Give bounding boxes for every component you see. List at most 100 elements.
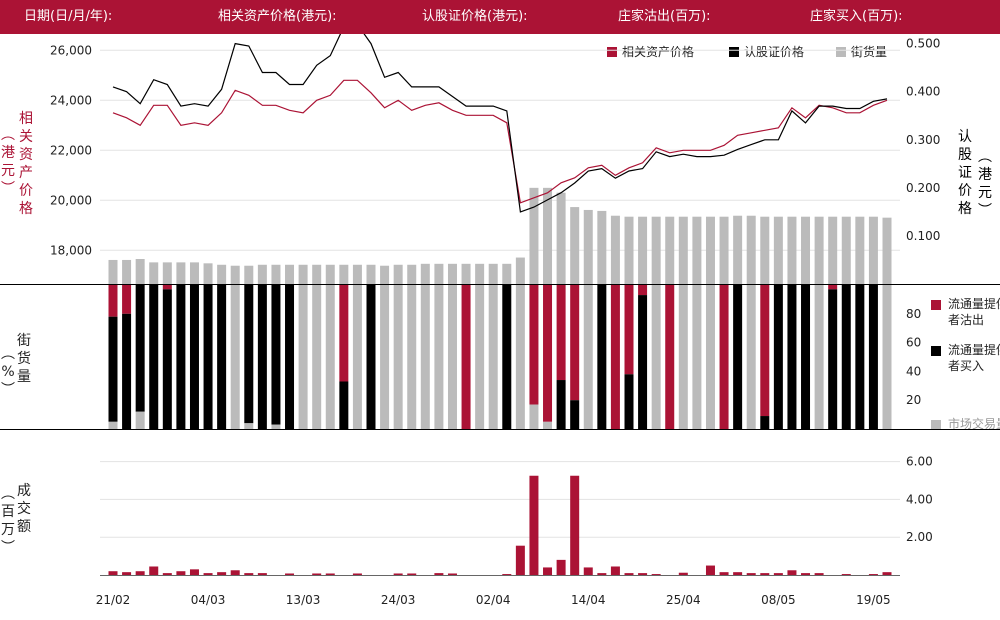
market-bar <box>488 285 498 429</box>
market-bar <box>135 411 145 429</box>
outstanding-bar <box>366 264 376 284</box>
left-tick-label: 26,000 <box>50 43 92 57</box>
x-tick-label: 21/02 <box>96 593 131 607</box>
lp-sell-bar <box>122 285 132 314</box>
lp-buy-bar <box>556 380 566 429</box>
outstanding-bar <box>841 216 851 284</box>
legend-swatch-black <box>729 47 739 57</box>
turnover-bar <box>733 572 743 575</box>
lp-buy-bar <box>624 374 634 429</box>
market-bar <box>447 285 457 429</box>
outstanding-bar <box>882 217 892 284</box>
outstanding-bar <box>217 264 227 284</box>
lp-sell-bar <box>108 285 118 317</box>
turnover-axis-unit: ︵ 百万 ︶ <box>1 486 15 556</box>
lp-sell-bar <box>339 285 349 382</box>
lp-sell-bar <box>760 285 770 417</box>
market-maker-buy-label: 庄家买入(百万): <box>810 9 903 24</box>
left-tick-label: 18,000 <box>50 243 92 257</box>
outstanding-bar <box>407 264 417 284</box>
series-line <box>112 79 888 204</box>
outstanding-bar <box>393 264 403 284</box>
turnover-bar <box>203 573 213 575</box>
outstanding-axis-title: 街货量 <box>17 333 31 385</box>
legend-warrant[interactable]: 认股证价格 <box>729 43 804 60</box>
market-bar <box>814 285 824 429</box>
outstanding-bar <box>149 262 159 284</box>
turnover-bar <box>312 573 322 575</box>
date-label: 日期(日/月/年): <box>24 9 113 24</box>
lp-buy-bar <box>502 285 512 429</box>
market-bar <box>705 285 715 429</box>
series-line <box>112 34 888 213</box>
market-bar <box>746 285 756 429</box>
lp-sell-bar <box>624 285 634 375</box>
outstanding-bar <box>773 216 783 284</box>
x-tick-label: 14/04 <box>571 593 606 607</box>
legend-outstanding[interactable]: 街货量 <box>836 43 887 60</box>
market-bar <box>380 285 390 429</box>
lp-buy-bar <box>597 285 607 429</box>
legend-warrant-label: 认股证价格 <box>744 45 805 59</box>
outstanding-bar <box>461 263 471 284</box>
lp-buy-bar <box>366 285 376 429</box>
outstanding-bar <box>420 263 430 284</box>
turnover-bar <box>217 572 227 575</box>
legend-swatch-red <box>607 47 617 57</box>
outstanding-bar <box>244 265 254 284</box>
lp-buy-bar <box>855 285 865 429</box>
outstanding-bar <box>733 215 743 284</box>
outstanding-bar <box>692 216 702 284</box>
outstanding-bar <box>298 264 308 284</box>
lp-sell-bar <box>719 285 729 429</box>
turnover-bar <box>447 573 457 575</box>
lp-buy-bar <box>868 285 878 429</box>
outstanding-bar <box>176 262 186 284</box>
lp-buy-bar <box>149 285 159 429</box>
share-tick-label: 80 <box>906 307 921 321</box>
x-tick-label: 19/05 <box>856 593 891 607</box>
outstanding-bar <box>475 263 485 284</box>
lp-buy-bar <box>733 285 743 429</box>
outstanding-bar <box>339 264 349 284</box>
outstanding-bar <box>285 264 295 284</box>
legend-underlying[interactable]: 相关资产价格 <box>607 43 694 60</box>
turnover-bar <box>108 571 118 575</box>
lp-buy-bar <box>176 285 186 429</box>
lp-sell-bar <box>665 285 675 429</box>
outstanding-bar <box>787 216 797 284</box>
market-maker-sell-label: 庄家沽出(百万): <box>618 9 711 24</box>
lp-sell-bar <box>556 285 566 381</box>
lp-sell-bar <box>638 285 648 296</box>
legend-market-label: 市场交易量 <box>948 417 1000 431</box>
turnover-bar <box>393 573 403 575</box>
outstanding-bar <box>665 216 675 284</box>
turnover-bar <box>162 573 172 575</box>
outstanding-bar <box>447 263 457 284</box>
right-tick-label: 0.400 <box>906 85 940 99</box>
market-bar <box>420 285 430 429</box>
outstanding-bar <box>868 216 878 284</box>
turnover-bar <box>543 567 553 575</box>
outstanding-bar <box>325 264 335 284</box>
lp-sell-bar <box>543 285 553 422</box>
share-tick-label: 40 <box>906 364 921 378</box>
turnover-bar <box>257 573 267 575</box>
outstanding-bar <box>312 264 322 284</box>
outstanding-bar <box>434 263 444 284</box>
lp-buy-bar <box>787 285 797 429</box>
outstanding-bar <box>271 264 281 284</box>
outstanding-bar <box>556 192 566 284</box>
lp-sell-bar <box>529 285 539 405</box>
outstanding-bar <box>760 216 770 284</box>
outstanding-bar <box>638 216 648 284</box>
outstanding-bar <box>529 187 539 284</box>
header-bar: 日期(日/月/年): 相关资产价格(港元): 认股证价格(港元): 庄家沽出(百… <box>0 0 1000 34</box>
turnover-bar <box>352 573 362 575</box>
lp-sell-bar <box>570 285 580 401</box>
share-tick-label: 20 <box>906 393 921 407</box>
outstanding-bar <box>488 263 498 284</box>
market-bar <box>583 285 593 429</box>
market-bar <box>515 285 525 429</box>
lp-buy-bar <box>244 285 254 424</box>
